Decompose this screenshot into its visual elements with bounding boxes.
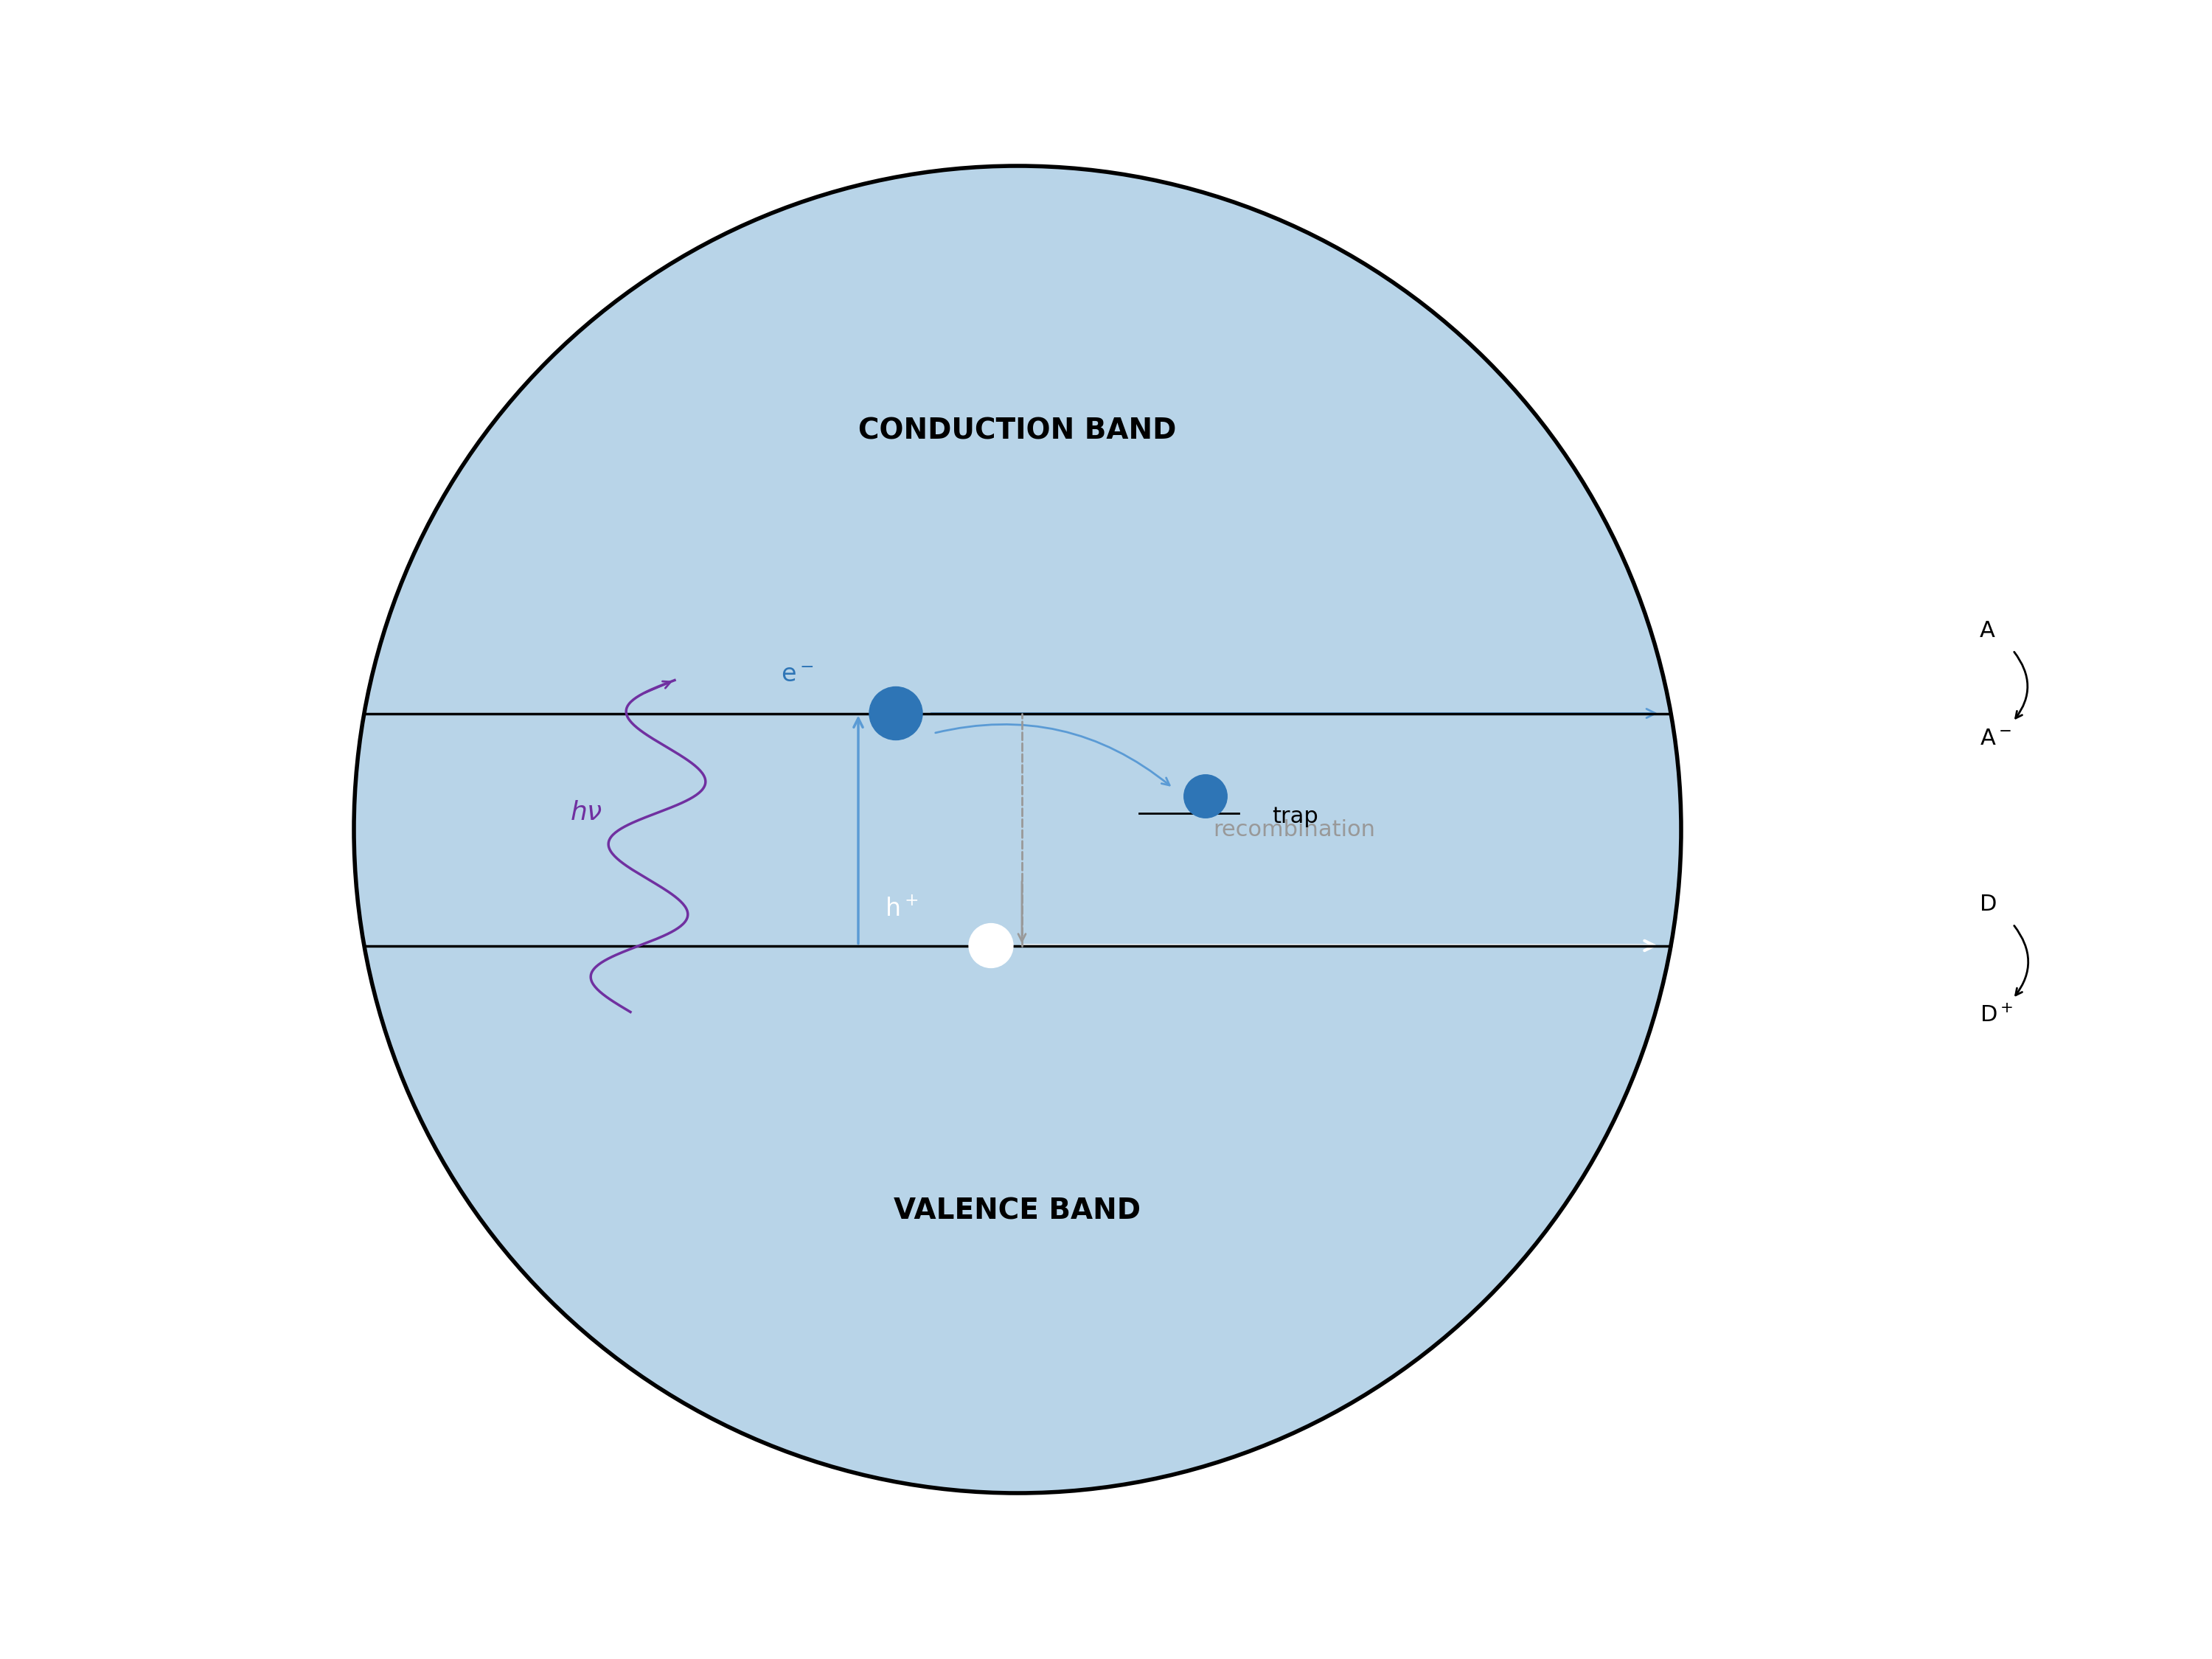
Text: A$^-$: A$^-$ [1980,728,2011,748]
Ellipse shape [869,687,922,740]
Text: e$^-$: e$^-$ [781,664,814,687]
Text: trap: trap [1272,806,1318,826]
Text: A: A [1980,620,1995,640]
Ellipse shape [1183,775,1228,818]
Text: D: D [1980,894,1997,914]
Text: VALENCE BAND: VALENCE BAND [894,1198,1141,1224]
Text: h$^+$: h$^+$ [885,898,918,921]
Text: h$\nu$: h$\nu$ [571,800,602,826]
Text: recombination: recombination [1212,820,1376,839]
Polygon shape [354,166,1681,1493]
Text: CONDUCTION BAND: CONDUCTION BAND [858,418,1177,445]
Ellipse shape [969,924,1013,967]
Text: D$^+$: D$^+$ [1980,1005,2013,1025]
